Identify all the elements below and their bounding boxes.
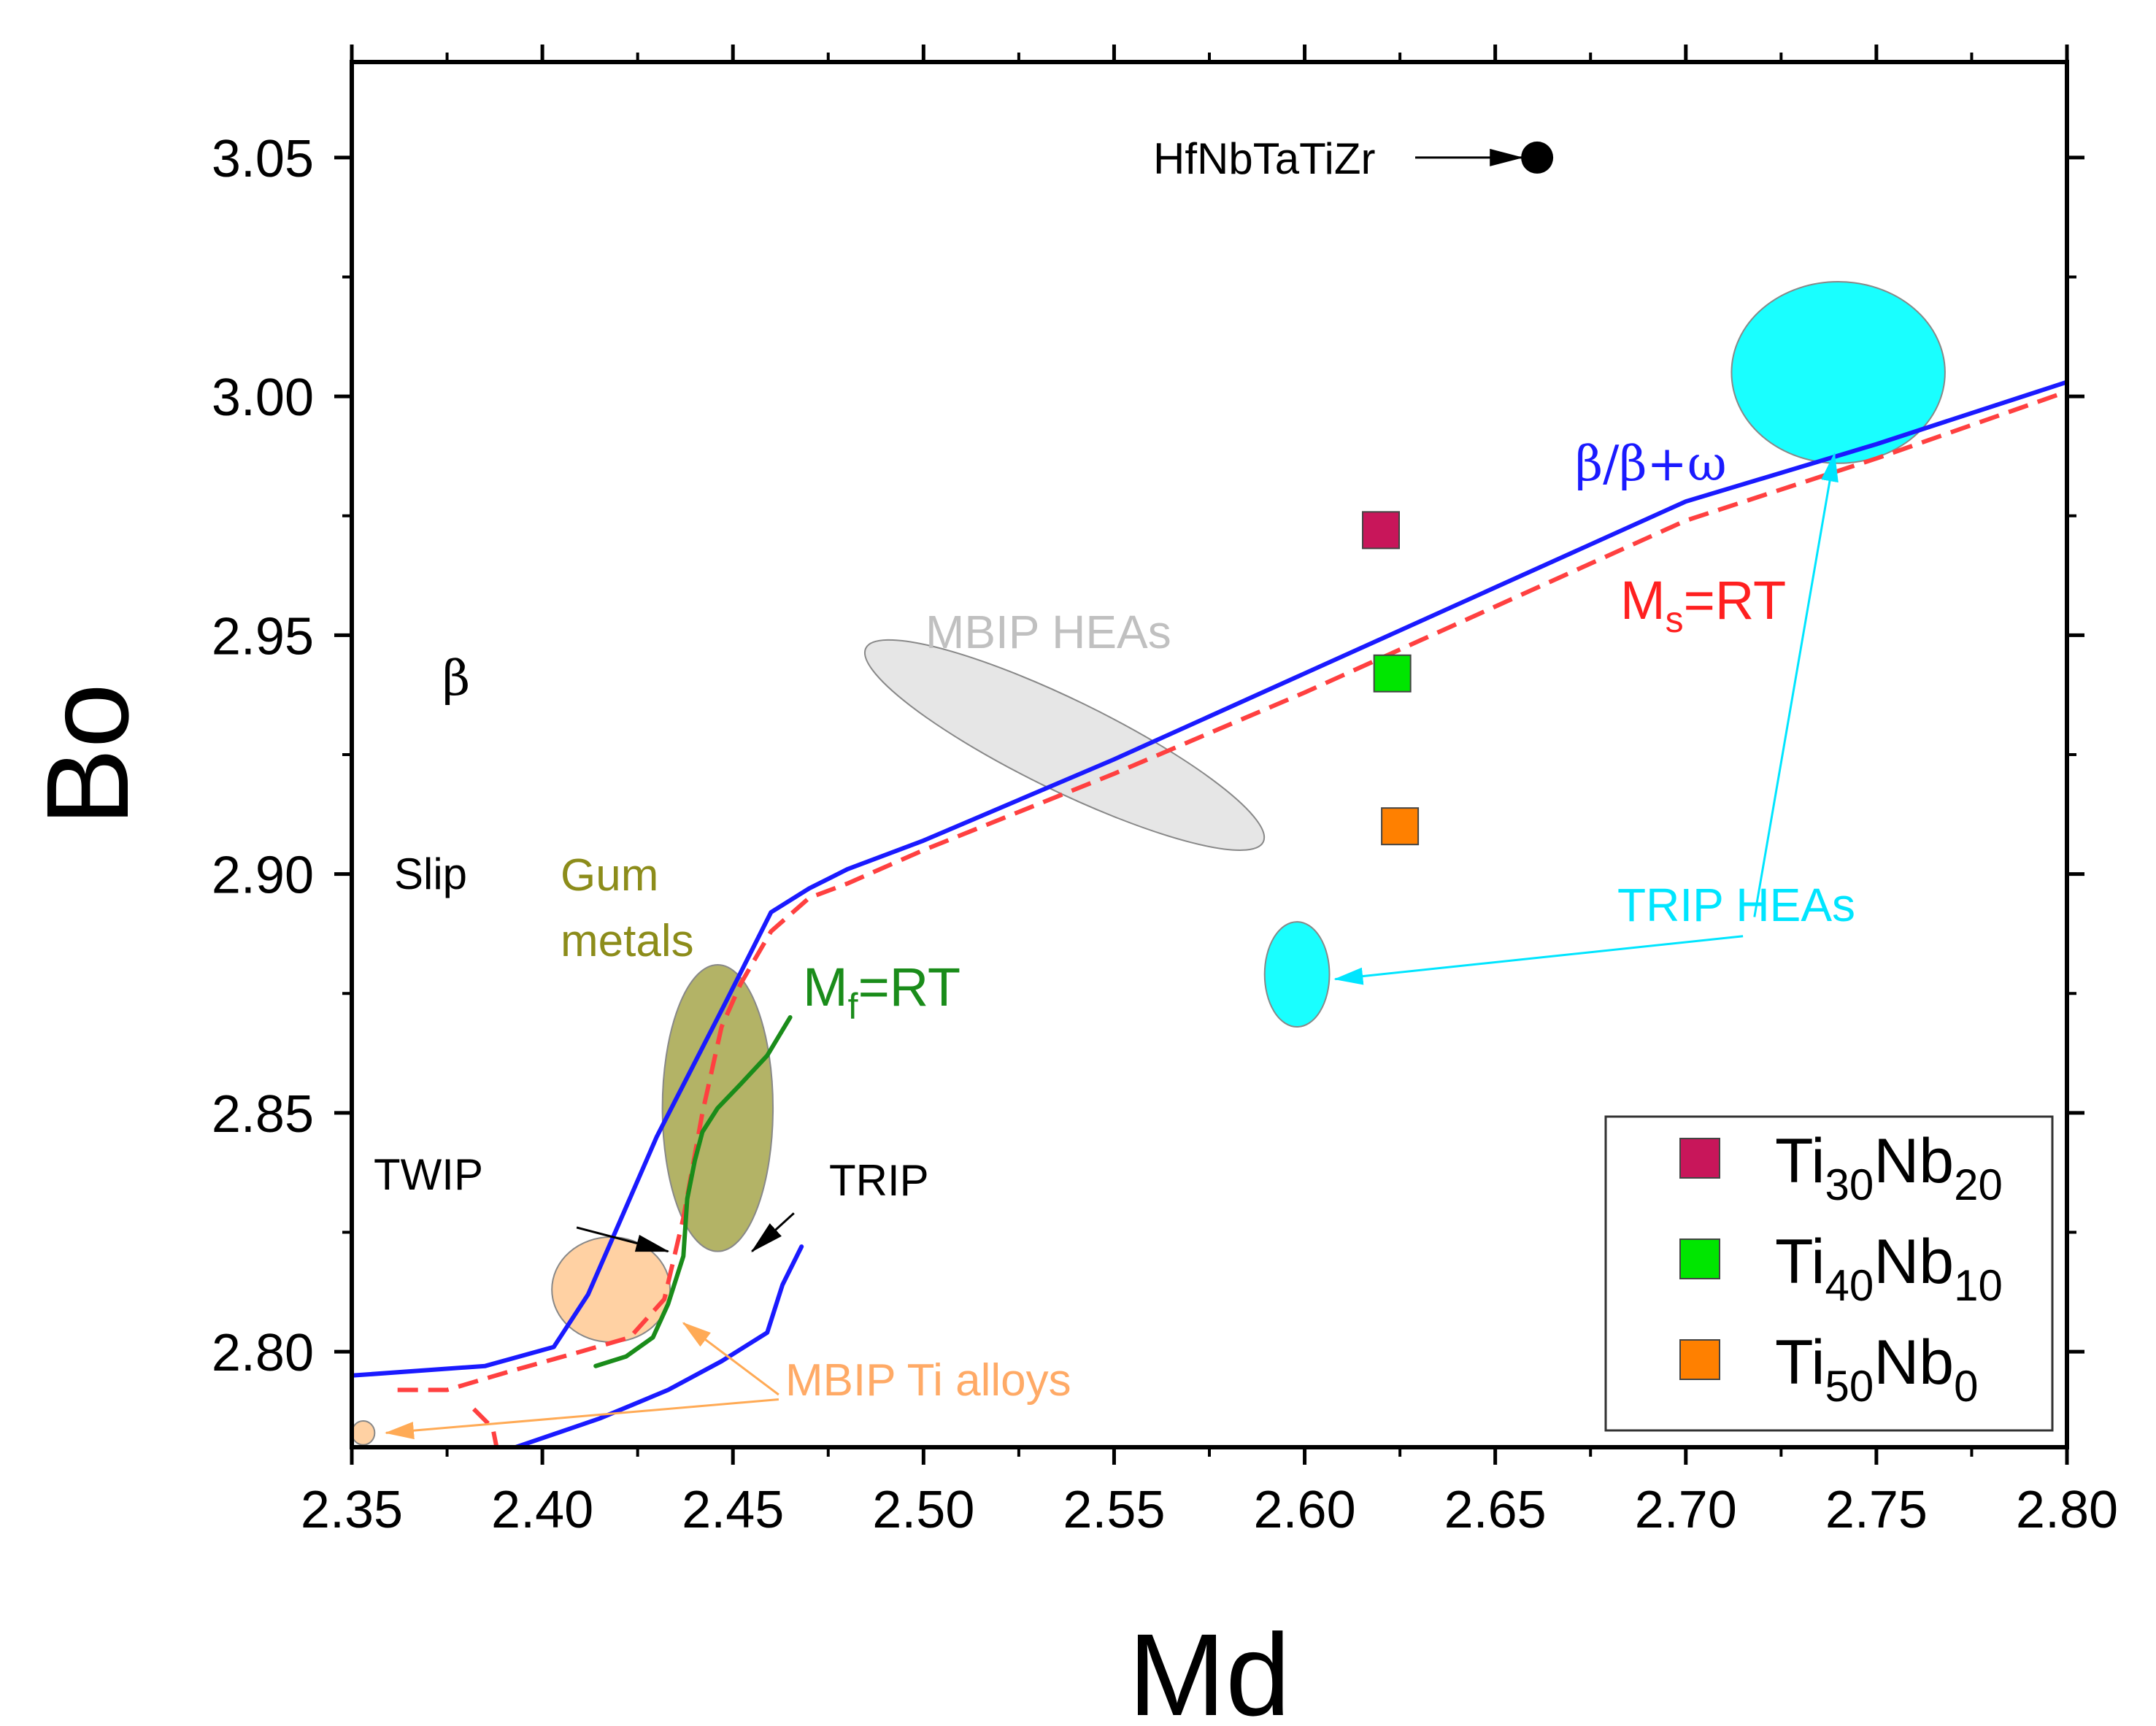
legend-label-ti30nb20: Ti30Nb20 (1775, 1126, 2003, 1209)
y-tick-label: 2.95 (212, 607, 314, 666)
region-mbip-ti-alloys-small (352, 1420, 376, 1446)
mbip-ti-arrow-1 (682, 1322, 779, 1396)
mbip-ti-label: MBIP Ti alloys (785, 1355, 1071, 1406)
x-tick-label: 2.50 (872, 1481, 974, 1539)
axis-tick-labels: 2.35 2.40 2.45 2.50 2.55 2.60 2.65 2.70 2.75 2.80… (212, 130, 2118, 1539)
axis-ticks (334, 45, 2084, 1465)
ms-label-main: M (1620, 570, 1666, 631)
lines (352, 380, 2067, 1447)
twip-arrow (576, 1226, 670, 1253)
point-ti50nb0 (1381, 807, 1420, 846)
trip-heas-arrow-1 (1753, 452, 1839, 917)
region-trip-heas-small (1263, 921, 1331, 1028)
gum-label-2: metals (561, 916, 694, 966)
ms-label-rest: =RT (1684, 570, 1787, 631)
x-tick-label: 2.75 (1825, 1481, 1928, 1539)
hf-label: HfNbTaTiZr (1153, 134, 1375, 183)
trip-heas-label: TRIP HEAs (1617, 879, 1855, 931)
points (1362, 141, 1554, 846)
y-tick-label: 3.05 (212, 130, 314, 188)
x-tick-label: 2.35 (301, 1481, 403, 1539)
beta-line-label: β/β+ω (1575, 436, 1727, 492)
x-tick-label: 2.70 (1635, 1481, 1737, 1539)
trip-heas-arrow-2 (1333, 935, 1744, 985)
y-tick-label: 3.00 (212, 369, 314, 427)
mf-label: Mf=RT (803, 957, 960, 1027)
mf-label-sub: f (848, 986, 858, 1027)
legend: Ti30Nb20 Ti40Nb10 Ti50Nb0 (1604, 1115, 2054, 1432)
x-tick-label: 2.65 (1444, 1481, 1547, 1539)
legend-marker-ti40nb10 (1679, 1238, 1720, 1279)
twip-label: TWIP (374, 1150, 483, 1199)
point-hfnbtatizr (1521, 141, 1554, 174)
y-tick-label: 2.90 (212, 847, 314, 905)
region-trip-heas-large (1730, 281, 1946, 464)
ms-label: Ms=RT (1620, 570, 1786, 640)
mbip-heas-label: MBIP HEAs (925, 606, 1171, 658)
line- (352, 380, 2067, 1378)
legend-label-ti40nb10: Ti40Nb10 (1775, 1227, 2003, 1310)
mf-label-main: M (803, 957, 848, 1017)
point-ti40nb10 (1373, 654, 1412, 693)
legend-marker-ti50nb0 (1679, 1339, 1720, 1380)
x-axis-title: Md (1128, 1609, 1290, 1726)
y-tick-label: 2.80 (212, 1324, 314, 1382)
region-mbip-heas (863, 639, 1266, 851)
line-mf-rt (593, 1015, 793, 1368)
legend-label-ti50nb0: Ti50Nb0 (1775, 1328, 1979, 1411)
gum-label-1: Gum (561, 850, 658, 901)
x-tick-label: 2.40 (491, 1481, 593, 1539)
slip-label: Slip (394, 849, 467, 898)
mbip-ti-arrow-2 (385, 1398, 779, 1440)
legend-marker-ti30nb20 (1679, 1138, 1720, 1179)
line-trip-boundary (513, 1244, 804, 1447)
x-tick-label: 2.80 (2016, 1481, 2118, 1539)
beta-label: β (442, 650, 470, 706)
trip-label: TRIP (829, 1156, 929, 1205)
arrows (385, 148, 1839, 1440)
x-tick-label: 2.45 (682, 1481, 784, 1539)
y-tick-label: 2.85 (212, 1085, 314, 1144)
point-ti30nb20 (1362, 511, 1400, 550)
y-axis-title: Bo (22, 683, 153, 826)
mf-label-rest: =RT (858, 957, 961, 1017)
x-tick-label: 2.60 (1253, 1481, 1355, 1539)
ms-label-sub: s (1666, 599, 1684, 640)
x-tick-label: 2.55 (1063, 1481, 1165, 1539)
trip-arrow (750, 1212, 795, 1253)
line-ms-rt (397, 389, 2067, 1392)
line-ms-rt-low-branch (471, 1407, 499, 1447)
